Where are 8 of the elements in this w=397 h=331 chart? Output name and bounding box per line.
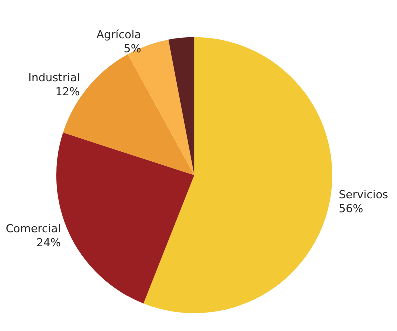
slice-label: Agrícola (96, 28, 142, 42)
slice-label: Comercial (6, 222, 62, 236)
slice-label: Industrial (28, 71, 80, 84)
data-label: 56% (339, 202, 364, 216)
data-label: 24% (36, 236, 62, 250)
data-label: 5% (124, 42, 142, 56)
slice-label: Servicios (339, 188, 389, 202)
data-label: 12% (56, 85, 80, 98)
